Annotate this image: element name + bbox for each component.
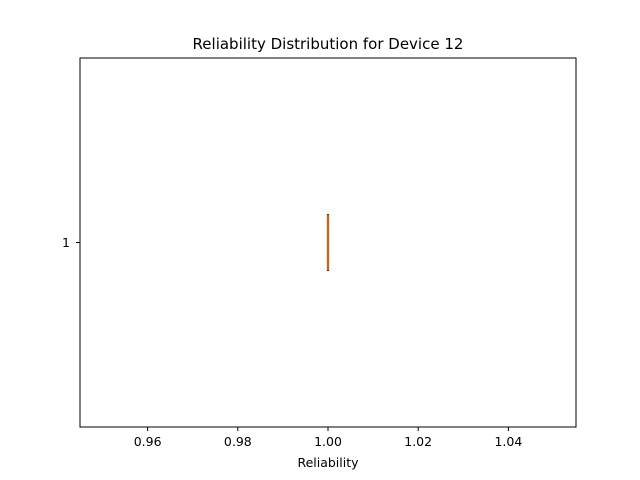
chart-title: Reliability Distribution for Device 12	[193, 35, 464, 53]
y-axis: 1	[62, 235, 80, 250]
x-axis-label: Reliability	[297, 455, 359, 470]
y-tick-label: 1	[62, 235, 70, 250]
x-tick-label: 1.00	[314, 434, 342, 449]
x-tick-label: 1.04	[494, 434, 522, 449]
box-series	[326, 214, 330, 271]
x-tick-label: 1.02	[404, 434, 432, 449]
x-axis: 0.96 0.98 1.00 1.02 1.04	[134, 427, 522, 449]
x-tick-label: 0.96	[134, 434, 162, 449]
x-tick-label: 0.98	[224, 434, 252, 449]
